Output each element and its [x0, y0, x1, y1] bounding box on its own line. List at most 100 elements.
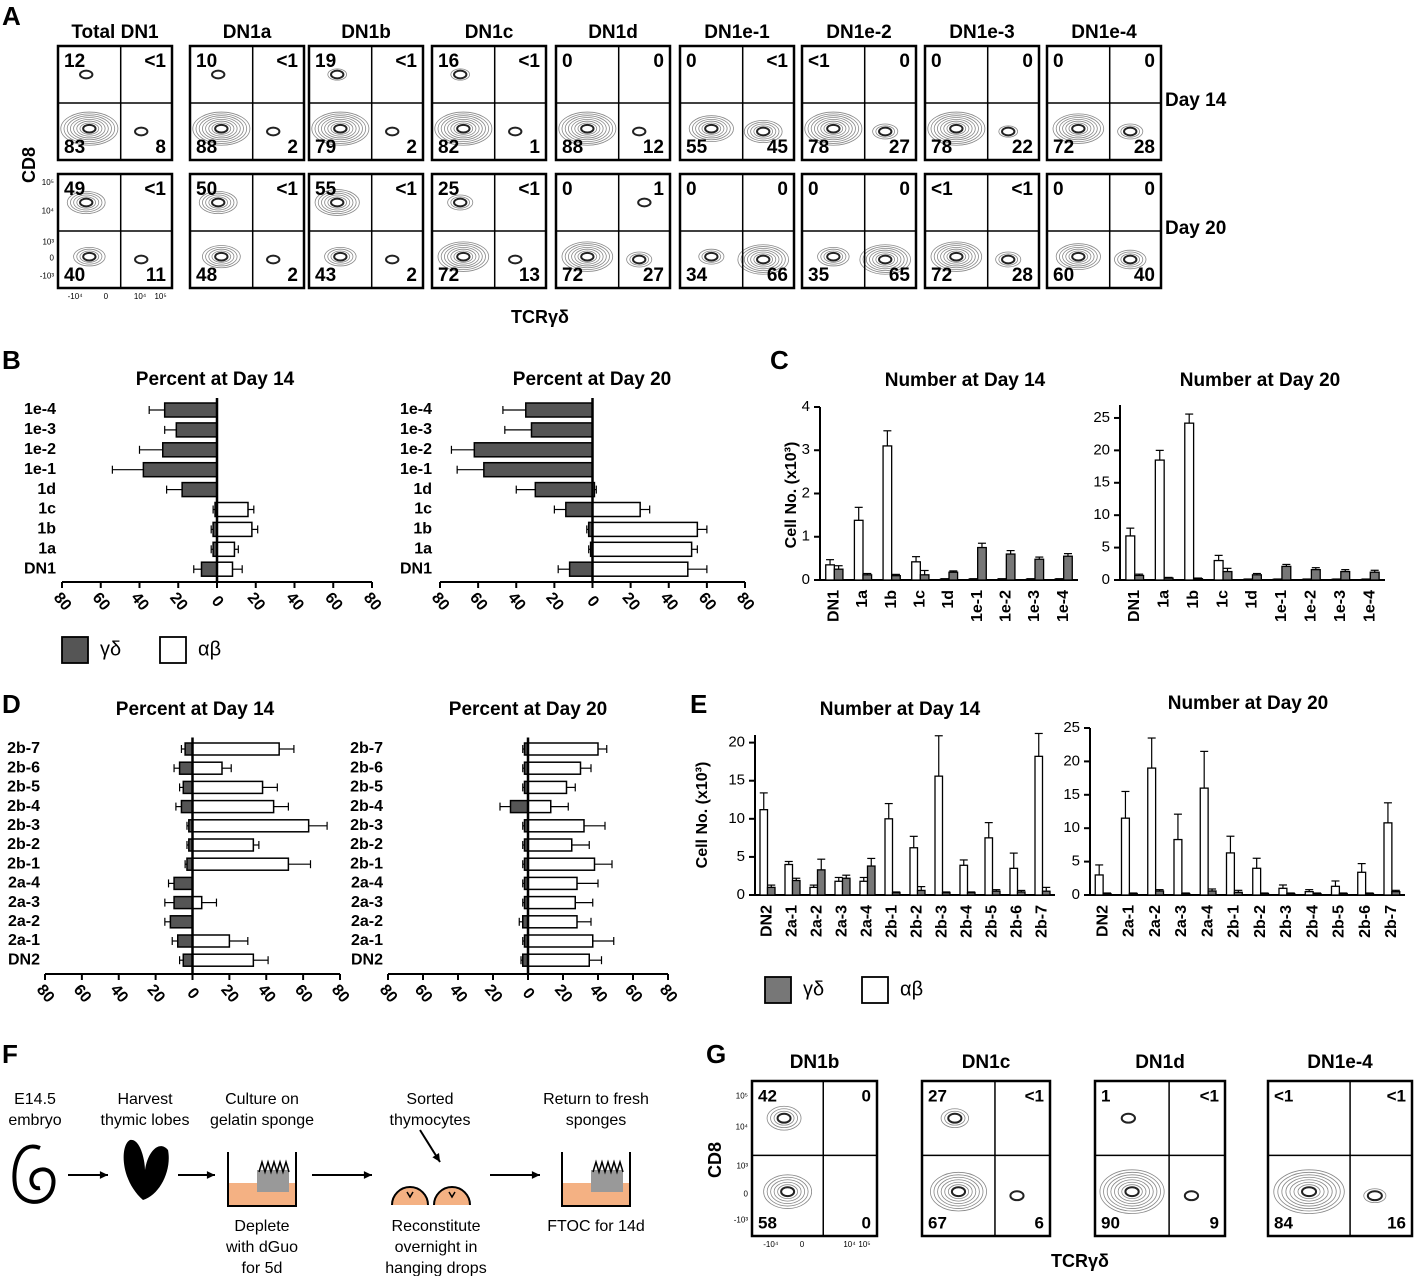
contour-ring — [266, 254, 281, 265]
contour-ring — [859, 244, 911, 275]
step-text: FTOC for 14d — [547, 1218, 645, 1235]
contour-ring — [1052, 113, 1105, 144]
step-text: gelatin sponge — [210, 1112, 314, 1129]
chart-title: Number at Day 14 — [820, 699, 981, 720]
panel-letter: B — [2, 345, 21, 375]
x-tick-label: 0 — [104, 292, 109, 301]
contour-ring — [434, 111, 493, 146]
x-tick-label: 80 — [376, 982, 401, 1007]
x-tick-label: 60 — [411, 982, 436, 1007]
contour-ring — [1001, 254, 1016, 265]
quadrant-value: 2 — [406, 137, 417, 158]
category-label: 2a-2 — [1147, 905, 1164, 937]
panel-letter: F — [2, 1039, 18, 1069]
bar — [591, 561, 689, 577]
bar — [1173, 838, 1183, 896]
contour-ring — [1293, 1181, 1325, 1202]
step-text: thymocytes — [390, 1112, 471, 1129]
quadrant-value: <1 — [395, 179, 417, 200]
contour-ring — [747, 249, 780, 270]
contour-ring — [327, 196, 347, 209]
contour-ring — [447, 194, 474, 211]
contour-ring — [777, 1184, 799, 1200]
contour-ring — [780, 1186, 796, 1198]
contour-ring — [211, 69, 226, 80]
quadrant-value: 84 — [1274, 1213, 1293, 1232]
bar — [180, 799, 194, 814]
quadrant-value: 9 — [1210, 1213, 1219, 1232]
contour-ring — [76, 248, 103, 265]
contour-ring — [450, 248, 477, 265]
quadrant-value: 82 — [438, 137, 459, 158]
contour-ring — [823, 250, 844, 263]
column-title: DN1c — [465, 22, 514, 43]
step-text: Harvest — [117, 1091, 173, 1108]
category-label: 2a-3 — [834, 905, 851, 937]
category-label: 2b-1 — [1226, 905, 1243, 938]
quadrant-value: 43 — [315, 265, 336, 286]
contour-ring — [1120, 125, 1141, 138]
bar — [809, 886, 819, 896]
contour-ring — [211, 122, 232, 135]
y-tick-label: 10⁵ — [42, 178, 54, 187]
category-label: 2b-6 — [7, 759, 40, 776]
bar — [891, 892, 901, 896]
contour-ring — [950, 1186, 967, 1198]
contour — [266, 254, 281, 265]
bar — [984, 837, 994, 896]
contour-ring — [201, 245, 241, 269]
quadrant-value: 27 — [643, 265, 664, 286]
y-tick-label: 10⁵ — [736, 1092, 748, 1101]
quadrant-value: 0 — [777, 179, 788, 200]
legend-swatch — [159, 636, 187, 664]
bar — [1369, 571, 1380, 581]
contour-ring — [450, 68, 470, 81]
category-label: 1e-2 — [998, 590, 1015, 622]
contour-ring — [198, 115, 244, 142]
contour — [626, 251, 653, 268]
category-label: 2b-1 — [350, 855, 383, 872]
contour-ring — [60, 111, 119, 146]
plot-title: DN1e-4 — [1307, 1052, 1373, 1073]
contour-ring — [743, 119, 783, 144]
contour — [1114, 249, 1147, 270]
contour-ring — [214, 251, 229, 262]
contour — [763, 1174, 813, 1209]
category-label: 1b — [883, 590, 900, 609]
contour-ring — [564, 243, 610, 270]
contour-ring — [770, 1179, 806, 1204]
contour-ring — [826, 123, 841, 134]
contour — [698, 248, 725, 265]
x-tick-label: 40 — [107, 982, 132, 1007]
contour-ring — [776, 1112, 792, 1124]
contour-ring — [817, 118, 850, 139]
contour-ring — [385, 126, 400, 137]
sponge — [257, 1170, 289, 1192]
contour — [385, 126, 400, 137]
bar — [968, 578, 979, 581]
contour-ring — [826, 251, 841, 262]
bar — [841, 877, 851, 896]
contour — [314, 189, 360, 216]
bar — [1272, 578, 1283, 581]
legend-swatch — [61, 636, 89, 664]
x-axis-label: TCRγδ — [1051, 1251, 1109, 1271]
contour-ring — [933, 1174, 984, 1209]
contour-ring — [437, 113, 490, 144]
contour — [437, 241, 490, 272]
quadrant-value: 0 — [1053, 179, 1064, 200]
contour-ring — [580, 123, 595, 134]
contour-ring — [688, 115, 734, 142]
quadrant-value: <1 — [1025, 1086, 1044, 1105]
contour — [688, 115, 734, 142]
contour-ring — [943, 120, 970, 137]
contour-ring — [443, 245, 483, 269]
step-text: Reconstitute — [392, 1218, 481, 1235]
quadrant-value: <1 — [1387, 1086, 1406, 1105]
bar — [882, 445, 893, 581]
contour-ring — [330, 69, 345, 80]
x-tick-label: 80 — [656, 982, 681, 1007]
x-tick-label: 80 — [50, 590, 75, 615]
contour-ring — [1062, 246, 1095, 267]
